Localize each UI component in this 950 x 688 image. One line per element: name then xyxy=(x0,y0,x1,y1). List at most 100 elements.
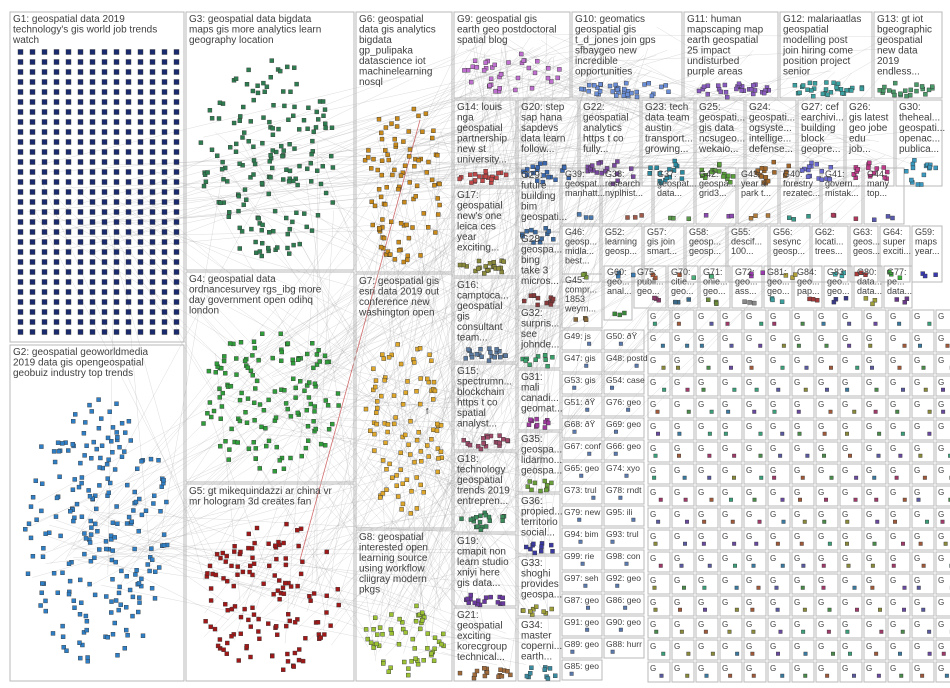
node xyxy=(420,129,425,134)
group-box-micro xyxy=(671,661,695,683)
node xyxy=(429,358,434,363)
node xyxy=(306,438,311,443)
edge xyxy=(209,71,475,562)
edge xyxy=(598,76,626,181)
group-label-micro: G xyxy=(818,334,824,343)
node xyxy=(492,355,497,360)
node xyxy=(330,165,336,170)
node xyxy=(499,674,505,679)
node xyxy=(292,146,297,151)
node xyxy=(65,79,72,85)
node xyxy=(386,157,391,163)
group-label-micro: G xyxy=(650,598,656,607)
node xyxy=(534,416,539,422)
node xyxy=(94,506,99,512)
node xyxy=(123,627,129,633)
edge xyxy=(202,101,495,581)
edge xyxy=(407,168,482,242)
group-label-micro: G xyxy=(938,598,944,607)
group-box-micro xyxy=(887,485,911,507)
node xyxy=(307,594,312,599)
node xyxy=(846,563,851,568)
group-label-micro: G xyxy=(866,400,872,409)
node xyxy=(819,169,824,174)
node xyxy=(41,109,48,115)
node xyxy=(800,475,805,480)
node xyxy=(771,159,776,165)
node xyxy=(378,194,384,200)
node xyxy=(762,90,767,96)
edge xyxy=(441,647,527,665)
node xyxy=(237,161,242,166)
node xyxy=(65,269,72,275)
group-box-micro xyxy=(887,375,911,397)
node xyxy=(462,68,467,73)
node xyxy=(685,673,690,678)
node xyxy=(469,180,474,185)
group-label-g72: G72: geo... ass... xyxy=(735,267,758,296)
group-label-micro: G xyxy=(650,576,656,585)
node xyxy=(161,209,168,215)
group-box-micro xyxy=(695,661,719,683)
node xyxy=(401,626,406,632)
group-box-g41 xyxy=(821,167,863,225)
group-label-micro: G xyxy=(938,466,944,475)
node xyxy=(249,226,254,232)
node xyxy=(709,409,714,414)
node xyxy=(583,317,589,322)
group-box-micro xyxy=(767,551,791,573)
group-label-g77: G77: pe... data... xyxy=(887,267,912,296)
node xyxy=(89,189,96,195)
node xyxy=(898,453,903,458)
node xyxy=(780,563,785,568)
node xyxy=(247,563,253,569)
node xyxy=(829,475,834,480)
node xyxy=(125,299,132,305)
node xyxy=(173,269,180,275)
node xyxy=(652,295,657,301)
edge xyxy=(539,89,558,157)
node xyxy=(39,508,44,514)
group-box-g17 xyxy=(453,187,517,277)
group-box-g52 xyxy=(601,225,643,283)
node xyxy=(822,431,827,436)
node xyxy=(847,321,852,326)
group-box-micro xyxy=(767,595,791,617)
node xyxy=(237,397,243,403)
group-box-micro xyxy=(863,551,887,573)
edge xyxy=(503,104,603,523)
node xyxy=(580,272,586,277)
node xyxy=(500,601,506,606)
node xyxy=(843,296,849,301)
group-box-micro xyxy=(791,441,815,463)
group-label-micro: G xyxy=(794,576,800,585)
group-label-g40: G40: forestry rezatec... xyxy=(783,169,820,198)
edge xyxy=(120,35,482,584)
group-box-micro xyxy=(743,441,767,463)
node xyxy=(29,309,36,315)
node xyxy=(706,365,711,370)
group-box-micro xyxy=(863,441,887,463)
node xyxy=(867,174,873,179)
group-label-micro: G xyxy=(842,400,848,409)
node xyxy=(34,517,39,522)
node xyxy=(115,653,120,658)
node xyxy=(902,607,906,612)
group-box-g26 xyxy=(845,99,895,187)
group-label-micro: G xyxy=(770,510,776,519)
node xyxy=(855,167,860,172)
edge xyxy=(70,541,230,621)
node xyxy=(281,591,287,596)
group-box-micro xyxy=(695,463,719,485)
node xyxy=(282,388,287,393)
node xyxy=(624,561,629,566)
node xyxy=(322,632,327,637)
node xyxy=(479,354,484,359)
node xyxy=(101,229,108,235)
node xyxy=(17,299,24,305)
node xyxy=(527,362,532,367)
node xyxy=(283,556,288,561)
node xyxy=(23,527,28,532)
edge xyxy=(421,554,530,583)
node xyxy=(113,109,120,115)
